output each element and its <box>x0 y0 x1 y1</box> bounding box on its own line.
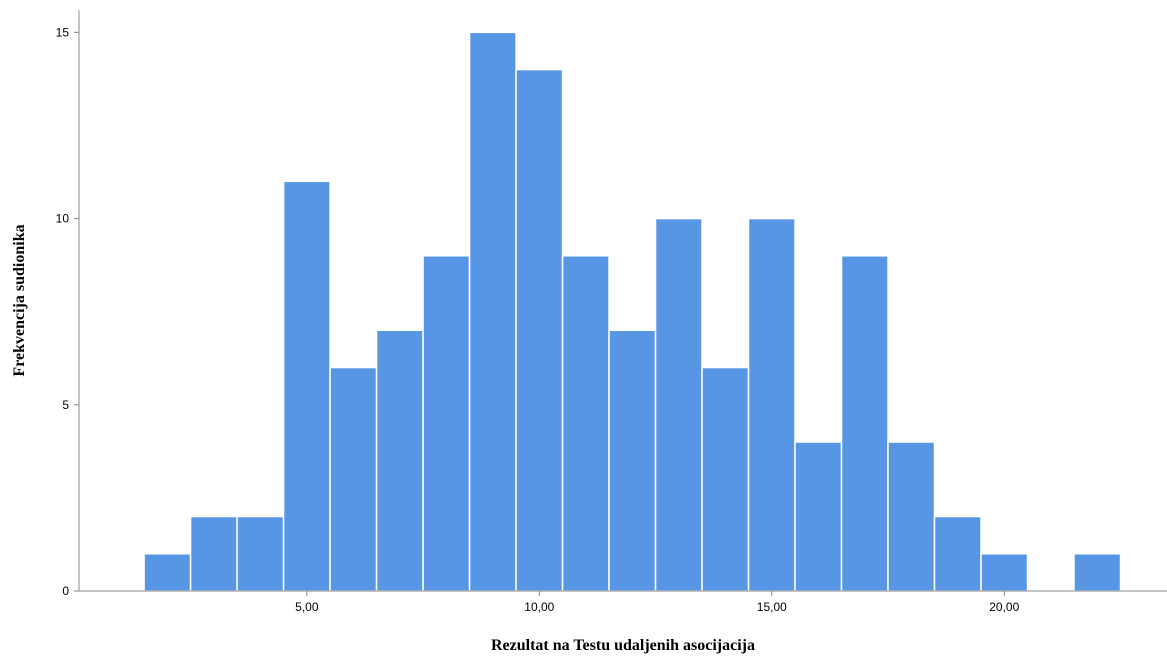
histogram-bar-18 <box>980 553 1029 592</box>
histogram-bar-9 <box>561 255 610 592</box>
bars-group <box>143 31 1122 592</box>
histogram-bar-1 <box>189 515 238 592</box>
histogram-bar-12 <box>701 366 750 592</box>
histogram-bar-16 <box>887 441 936 592</box>
x-tick-label-1: 10,00 <box>524 600 554 614</box>
histogram-bar-10 <box>608 329 657 592</box>
histogram-bar-14 <box>794 441 843 592</box>
y-ticks-group: 0 5 10 15 <box>56 25 79 598</box>
histogram-bar-13 <box>747 217 796 592</box>
x-tick-label-3: 20,00 <box>989 600 1019 614</box>
histogram-bar-15 <box>840 255 889 592</box>
histogram-bar-17 <box>933 515 982 592</box>
histogram-bar-2 <box>236 515 285 592</box>
histogram-bar-3 <box>282 180 331 592</box>
x-axis-title: Rezultat na Testu udaljenih asocijacija <box>491 637 755 654</box>
x-tick-label-0: 5,00 <box>295 600 319 614</box>
histogram-bar-11 <box>654 217 703 592</box>
x-tick-label-2: 15,00 <box>757 600 787 614</box>
histogram-bar-4 <box>329 366 378 592</box>
y-tick-label-2: 10 <box>56 212 70 226</box>
histogram-bar-19 <box>1073 553 1122 592</box>
y-tick-label-3: 15 <box>56 25 70 39</box>
histogram-bar-6 <box>422 255 471 592</box>
y-axis-title: Frekvencija sudionika <box>11 224 28 376</box>
histogram-bar-8 <box>515 68 564 592</box>
histogram-bar-0 <box>143 553 192 592</box>
histogram-bar-7 <box>468 31 517 592</box>
x-ticks-group: 5,00 10,00 15,00 20,00 <box>295 591 1020 614</box>
y-tick-label-0: 0 <box>62 584 69 598</box>
histogram-bar-5 <box>375 329 424 592</box>
y-tick-label-1: 5 <box>62 398 69 412</box>
